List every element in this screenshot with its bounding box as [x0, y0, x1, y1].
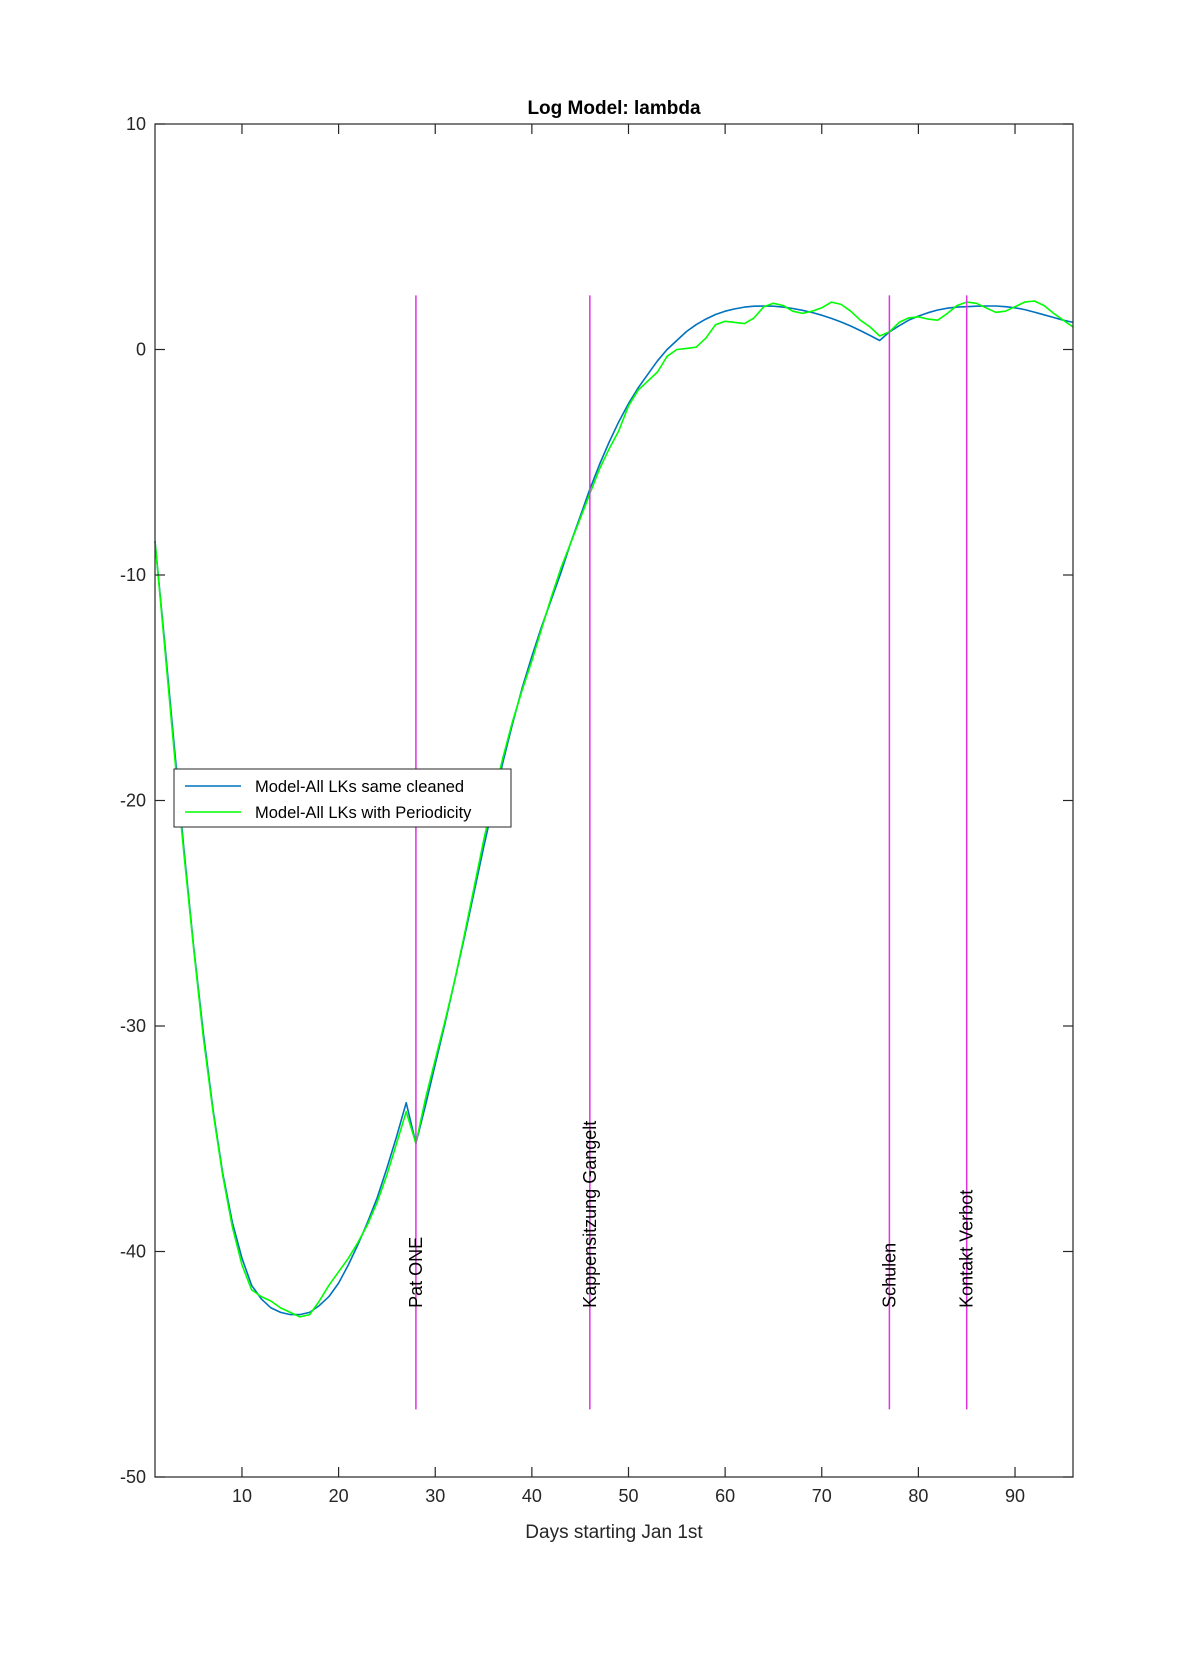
- event-markers: Pat ONE Kappensitzung Gangelt Schulen Konta…: [406, 295, 977, 1410]
- x-tick-label: 50: [618, 1486, 638, 1506]
- event-label-4: Kontakt Verbot: [957, 1190, 977, 1308]
- y-tick-label: -40: [120, 1242, 146, 1262]
- x-axis-label: Days starting Jan 1st: [525, 1522, 703, 1543]
- series-layer: [154, 300, 1074, 1318]
- x-tick-label: 70: [812, 1486, 832, 1506]
- y-tick-label: -30: [120, 1016, 146, 1036]
- series-line-1: [154, 305, 1074, 1316]
- x-tick-label: 30: [425, 1486, 445, 1506]
- x-tick-label: 90: [1005, 1486, 1025, 1506]
- legend: Model-All LKs same cleaned Model-All LKs …: [173, 768, 512, 828]
- series-line-2: [154, 300, 1074, 1318]
- y-tick-label: -20: [120, 791, 146, 811]
- x-tick-label: 60: [715, 1486, 735, 1506]
- legend-label-1: Model-All LKs same cleaned: [255, 778, 464, 796]
- chart-title: Log Model: lambda: [527, 98, 701, 119]
- y-tick-label: 0: [136, 340, 146, 360]
- x-tick-label: 20: [329, 1486, 349, 1506]
- y-tick-label: -10: [120, 565, 146, 585]
- y-tick-label: 10: [126, 114, 146, 134]
- event-label-2: Kappensitzung Gangelt: [580, 1121, 600, 1308]
- y-tick-label: -50: [120, 1467, 146, 1487]
- legend-box: [173, 768, 512, 828]
- axis-ticks: 10 20 30 40 50 60 70 80 90 -50 -40 -30 -20 -10 0 10: [120, 114, 1074, 1506]
- x-tick-label: 40: [522, 1486, 542, 1506]
- event-label-3: Schulen: [879, 1243, 899, 1308]
- x-tick-label: 80: [908, 1486, 928, 1506]
- x-tick-label: 10: [232, 1486, 252, 1506]
- event-label-1: Pat ONE: [406, 1237, 426, 1308]
- legend-label-2: Model-All LKs with Periodicity: [255, 804, 472, 822]
